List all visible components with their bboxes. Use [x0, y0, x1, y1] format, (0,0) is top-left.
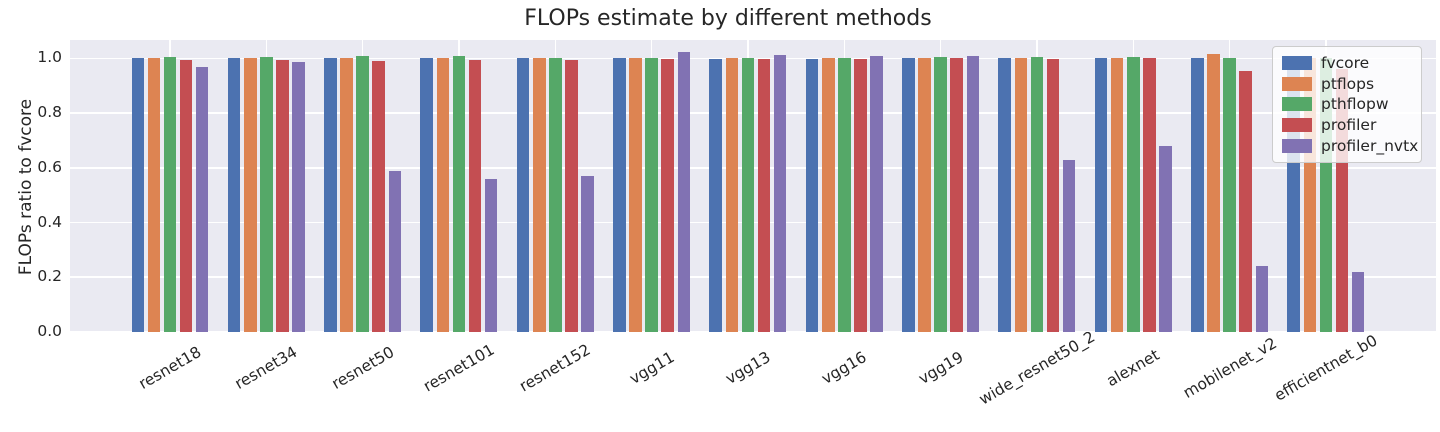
- x-tick-label-resnet34: resnet34: [232, 343, 301, 393]
- legend-label-fvcore: fvcore: [1321, 54, 1370, 73]
- bar-profiler_nvtx-vgg16: [870, 55, 883, 332]
- y-tick-label: 0.2: [37, 267, 62, 286]
- bar-profiler_nvtx-vgg19: [966, 56, 980, 332]
- bar-pthflopw-resnet50: [356, 56, 369, 332]
- bar-fvcore-resnet101: [420, 58, 434, 332]
- bar-profiler_nvtx-wide_resnet50_2: [1062, 159, 1076, 332]
- bar-fvcore-resnet18: [131, 58, 145, 332]
- bar-pthflopw-resnet34: [260, 56, 273, 332]
- bar-profiler-resnet18: [179, 59, 193, 332]
- bar-profiler_nvtx-vgg13: [773, 54, 787, 332]
- x-tick-label-alexnet: alexnet: [1103, 345, 1163, 391]
- legend-swatch-fvcore: [1282, 56, 1312, 71]
- bar-ptflops-wide_resnet50_2: [1014, 58, 1028, 332]
- bar-ptflops-vgg11: [629, 57, 642, 332]
- x-tick-label-mobilenet_v2: mobilenet_v2: [1179, 334, 1280, 402]
- bar-profiler_nvtx-resnet34: [292, 61, 305, 332]
- bar-fvcore-wide_resnet50_2: [998, 58, 1012, 332]
- bar-ptflops-resnet34: [243, 58, 257, 332]
- bar-pthflopw-vgg16: [838, 58, 851, 332]
- bar-fvcore-vgg16: [805, 58, 819, 332]
- legend-item-ptflops: ptflops: [1282, 75, 1412, 93]
- x-tick-label-vgg11: vgg11: [626, 348, 678, 388]
- x-tick-label-efficientnet_b0: efficientnet_b0: [1271, 331, 1381, 405]
- legend-item-fvcore: fvcore: [1282, 54, 1412, 72]
- bar-pthflopw-wide_resnet50_2: [1030, 56, 1044, 332]
- bar-profiler_nvtx-resnet152: [581, 176, 594, 332]
- legend-label-ptflops: ptflops: [1321, 74, 1375, 93]
- bar-profiler-alexnet: [1143, 58, 1156, 332]
- bar-ptflops-vgg19: [918, 58, 931, 332]
- bar-ptflops-resnet18: [147, 58, 161, 332]
- bar-pthflopw-vgg13: [741, 58, 755, 332]
- bar-profiler_nvtx-resnet18: [195, 66, 209, 332]
- y-tick-label: 0.4: [37, 212, 62, 231]
- bar-profiler-mobilenet_v2: [1239, 70, 1253, 332]
- bar-fvcore-resnet50: [324, 58, 337, 332]
- bar-pthflopw-mobilenet_v2: [1223, 57, 1236, 332]
- bar-fvcore-resnet152: [516, 58, 530, 332]
- bar-ptflops-alexnet: [1110, 58, 1124, 332]
- bar-profiler-vgg11: [661, 58, 675, 332]
- legend-item-profiler_nvtx: profiler_nvtx: [1282, 137, 1418, 155]
- x-tick-label-vgg19: vgg19: [915, 348, 967, 388]
- bar-pthflopw-resnet152: [549, 57, 562, 332]
- bar-profiler-vgg13: [757, 59, 771, 332]
- legend: fvcore ptflops pthflopw profiler profiler_nv…: [1272, 46, 1422, 163]
- bar-profiler_nvtx-vgg11: [677, 52, 691, 332]
- bar-ptflops-vgg13: [725, 57, 739, 332]
- y-tick-label: 0.8: [37, 103, 62, 122]
- legend-swatch-profiler_nvtx: [1282, 138, 1312, 153]
- bar-profiler-resnet50: [372, 60, 386, 332]
- bar-profiler_nvtx-efficientnet_b0: [1351, 271, 1365, 332]
- bar-pthflopw-resnet18: [163, 56, 177, 332]
- x-tick-label-vgg13: vgg13: [722, 348, 774, 388]
- bar-ptflops-resnet101: [436, 58, 450, 332]
- bar-profiler-resnet152: [565, 59, 578, 332]
- bar-fvcore-vgg11: [613, 58, 626, 332]
- bar-profiler-wide_resnet50_2: [1046, 58, 1060, 332]
- bar-profiler_nvtx-resnet101: [484, 178, 498, 332]
- plot-area: [70, 40, 1436, 332]
- bar-pthflopw-vgg11: [645, 58, 658, 332]
- x-tick-label-resnet50: resnet50: [328, 343, 397, 393]
- legend-label-profiler: profiler: [1321, 116, 1377, 135]
- bar-profiler-resnet34: [276, 59, 289, 332]
- bar-ptflops-resnet152: [532, 58, 546, 332]
- bar-pthflopw-alexnet: [1127, 56, 1140, 332]
- x-tick-label-resnet152: resnet152: [516, 340, 594, 396]
- legend-item-pthflopw: pthflopw: [1282, 95, 1412, 113]
- bar-pthflopw-resnet101: [452, 56, 466, 332]
- legend-swatch-pthflopw: [1282, 97, 1312, 112]
- bar-fvcore-alexnet: [1094, 58, 1108, 332]
- legend-item-profiler: profiler: [1282, 116, 1412, 134]
- bar-ptflops-vgg16: [821, 58, 835, 332]
- bar-profiler_nvtx-mobilenet_v2: [1255, 266, 1269, 332]
- bar-profiler_nvtx-alexnet: [1159, 145, 1172, 332]
- bar-pthflopw-vgg19: [934, 56, 947, 332]
- y-tick-label: 1.0: [37, 48, 62, 67]
- x-tick-label-resnet18: resnet18: [135, 343, 205, 393]
- bar-profiler_nvtx-resnet50: [388, 170, 402, 332]
- bar-profiler-resnet101: [468, 60, 482, 332]
- legend-label-profiler_nvtx: profiler_nvtx: [1321, 136, 1419, 155]
- bar-ptflops-mobilenet_v2: [1207, 54, 1220, 332]
- y-tick-label: 0.0: [37, 322, 62, 340]
- bar-ptflops-resnet50: [340, 57, 353, 332]
- bar-fvcore-vgg19: [902, 58, 915, 332]
- bar-fvcore-vgg13: [709, 58, 723, 332]
- legend-label-pthflopw: pthflopw: [1321, 95, 1389, 114]
- chart-title: FLOPs estimate by different methods: [524, 6, 932, 31]
- x-tick-label-resnet101: resnet101: [420, 340, 498, 396]
- legend-swatch-profiler: [1282, 118, 1312, 133]
- legend-swatch-ptflops: [1282, 76, 1312, 91]
- bar-profiler-vgg19: [950, 58, 964, 332]
- x-tick-label-vgg16: vgg16: [818, 348, 870, 388]
- y-tick-label: 0.6: [37, 157, 62, 176]
- bar-profiler-vgg16: [854, 59, 867, 332]
- x-tick-label-wide_resnet50_2: wide_resnet50_2: [975, 327, 1098, 409]
- bar-fvcore-mobilenet_v2: [1191, 58, 1204, 332]
- bar-fvcore-resnet34: [227, 58, 241, 332]
